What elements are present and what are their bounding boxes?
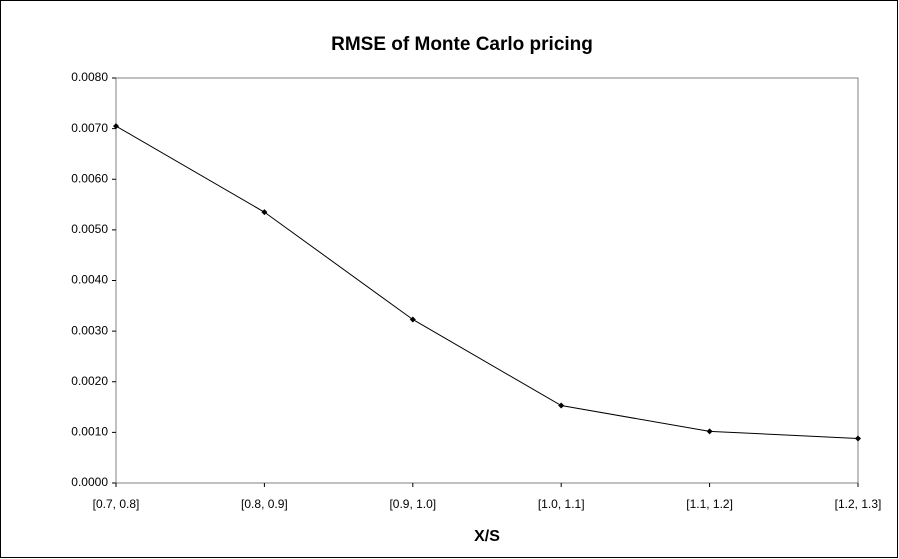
y-tick-label: 0.0060 [71, 171, 108, 185]
marker [558, 402, 565, 409]
chart-title: RMSE of Monte Carlo pricing [331, 34, 593, 55]
y-tick-label: 0.0030 [71, 323, 108, 337]
x-tick-label: [1.2, 1.3] [835, 497, 882, 511]
y-tick-label: 0.0010 [71, 425, 108, 439]
x-tick-label: [0.7, 0.8] [93, 497, 140, 511]
marker [261, 209, 268, 216]
y-tick-label: 0.0040 [71, 273, 108, 287]
plot-area [115, 77, 859, 484]
marker [113, 123, 119, 130]
y-tick-label: 0.0070 [71, 121, 108, 135]
x-axis-title: X/S [474, 528, 500, 545]
marker [855, 435, 861, 442]
x-tick-label: [1.1, 1.2] [686, 497, 733, 511]
y-tick-label: 0.0050 [71, 222, 108, 236]
x-tick-label: [1.0, 1.1] [538, 497, 585, 511]
y-tick-label: 0.0080 [71, 70, 108, 84]
x-tick-label: [0.9, 1.0] [389, 497, 436, 511]
marker [409, 316, 416, 323]
y-tick-label: 0.0020 [71, 374, 108, 388]
line [115, 125, 859, 439]
y-tick-label: 0.0000 [71, 475, 108, 489]
x-tick-label: [0.8, 0.9] [241, 497, 288, 511]
marker [706, 428, 713, 435]
